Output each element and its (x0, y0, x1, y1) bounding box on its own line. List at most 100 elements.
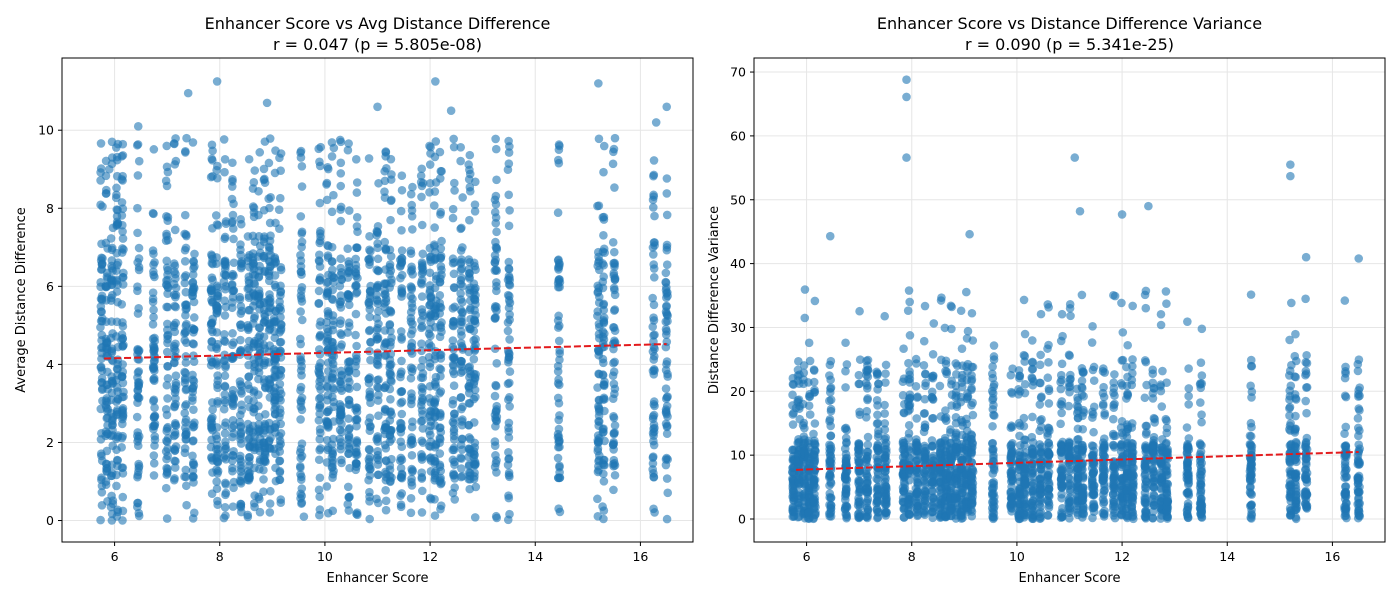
scatter-point (336, 169, 346, 178)
scatter-point (448, 213, 458, 223)
scatter-point (956, 510, 966, 520)
scatter-point (809, 504, 819, 514)
left-x-axis-label: Enhancer Score (327, 571, 429, 586)
scatter-point (880, 488, 889, 498)
scatter-point (1028, 358, 1037, 367)
scatter-point (661, 384, 671, 393)
scatter-point (648, 347, 658, 356)
scatter-point (227, 303, 237, 313)
scatter-point (1015, 373, 1024, 383)
scatter-point (608, 159, 618, 169)
scatter-point (117, 300, 127, 309)
scatter-point (236, 423, 246, 432)
scatter-point (880, 419, 890, 428)
scatter-point (213, 496, 222, 506)
scatter-point (1109, 484, 1119, 494)
scatter-point (170, 267, 179, 276)
scatter-point (107, 416, 117, 426)
scatter-point (213, 339, 223, 349)
scatter-point (1098, 463, 1108, 473)
scatter-point (448, 396, 458, 405)
scatter-point (220, 390, 230, 399)
scatter-point (662, 326, 671, 336)
scatter-point (275, 224, 284, 233)
scatter-point (553, 316, 563, 325)
scatter-point (1037, 442, 1046, 451)
scatter-point (1019, 495, 1029, 504)
scatter-point (149, 249, 158, 259)
scatter-point (1044, 503, 1054, 513)
scatter-point (449, 316, 458, 326)
scatter-point (1028, 514, 1037, 523)
scatter-point (180, 378, 190, 388)
scatter-point (118, 516, 127, 525)
scatter-point (265, 508, 275, 517)
scatter-point (344, 262, 354, 272)
scatter-point (1035, 360, 1045, 370)
scatter-point (826, 395, 836, 405)
scatter-point (407, 200, 417, 210)
scatter-point (381, 148, 391, 157)
scatter-point (315, 377, 324, 386)
scatter-point (1100, 452, 1109, 461)
scatter-point (810, 496, 819, 506)
scatter-point (435, 388, 444, 398)
scatter-point (599, 141, 609, 151)
scatter-point (662, 337, 672, 347)
scatter-point (259, 457, 268, 467)
scatter-point (365, 457, 374, 467)
scatter-point (188, 270, 198, 280)
scatter-point (904, 358, 913, 368)
scatter-point (554, 415, 564, 425)
scatter-point (598, 259, 607, 268)
scatter-point (872, 369, 882, 378)
scatter-point (490, 195, 500, 205)
scatter-point (1057, 493, 1066, 503)
scatter-point (553, 433, 563, 442)
scatter-point (373, 227, 382, 237)
scatter-point (417, 305, 427, 314)
scatter-point (188, 375, 198, 385)
scatter-point (328, 462, 337, 472)
scatter-point (276, 166, 285, 175)
scatter-point (328, 285, 337, 295)
scatter-point (118, 506, 128, 516)
scatter-point (336, 366, 346, 376)
scatter-point (296, 444, 306, 454)
scatter-point (351, 403, 361, 413)
scatter-point (599, 231, 608, 240)
scatter-point (180, 245, 190, 255)
scatter-point (408, 364, 417, 374)
scatter-point (1087, 338, 1097, 347)
scatter-point (374, 390, 383, 400)
scatter-point (905, 374, 915, 384)
scatter-point (328, 506, 338, 516)
scatter-point (150, 345, 159, 354)
scatter-point (554, 336, 564, 346)
scatter-point (237, 258, 246, 268)
scatter-point (436, 244, 446, 253)
scatter-point (448, 204, 458, 214)
scatter-point (297, 162, 307, 171)
scatter-point (220, 167, 229, 177)
scatter-point (1056, 439, 1066, 449)
scatter-point (448, 254, 458, 264)
scatter-point (1014, 390, 1023, 399)
scatter-point (112, 266, 121, 275)
scatter-point (397, 367, 406, 377)
scatter-point (854, 457, 864, 467)
scatter-point (928, 442, 937, 451)
scatter-point (872, 474, 881, 484)
scatter-point (212, 484, 222, 494)
scatter-point (1057, 474, 1066, 483)
scatter-point (149, 396, 158, 406)
scatter-point (170, 225, 180, 235)
scatter-point (927, 478, 937, 487)
scatter-point (235, 295, 245, 304)
scatter-point (229, 394, 239, 404)
scatter-point (276, 320, 286, 329)
scatter-point (351, 465, 361, 475)
scatter-point (270, 317, 279, 327)
scatter-point (430, 495, 439, 504)
scatter-point (904, 500, 914, 509)
